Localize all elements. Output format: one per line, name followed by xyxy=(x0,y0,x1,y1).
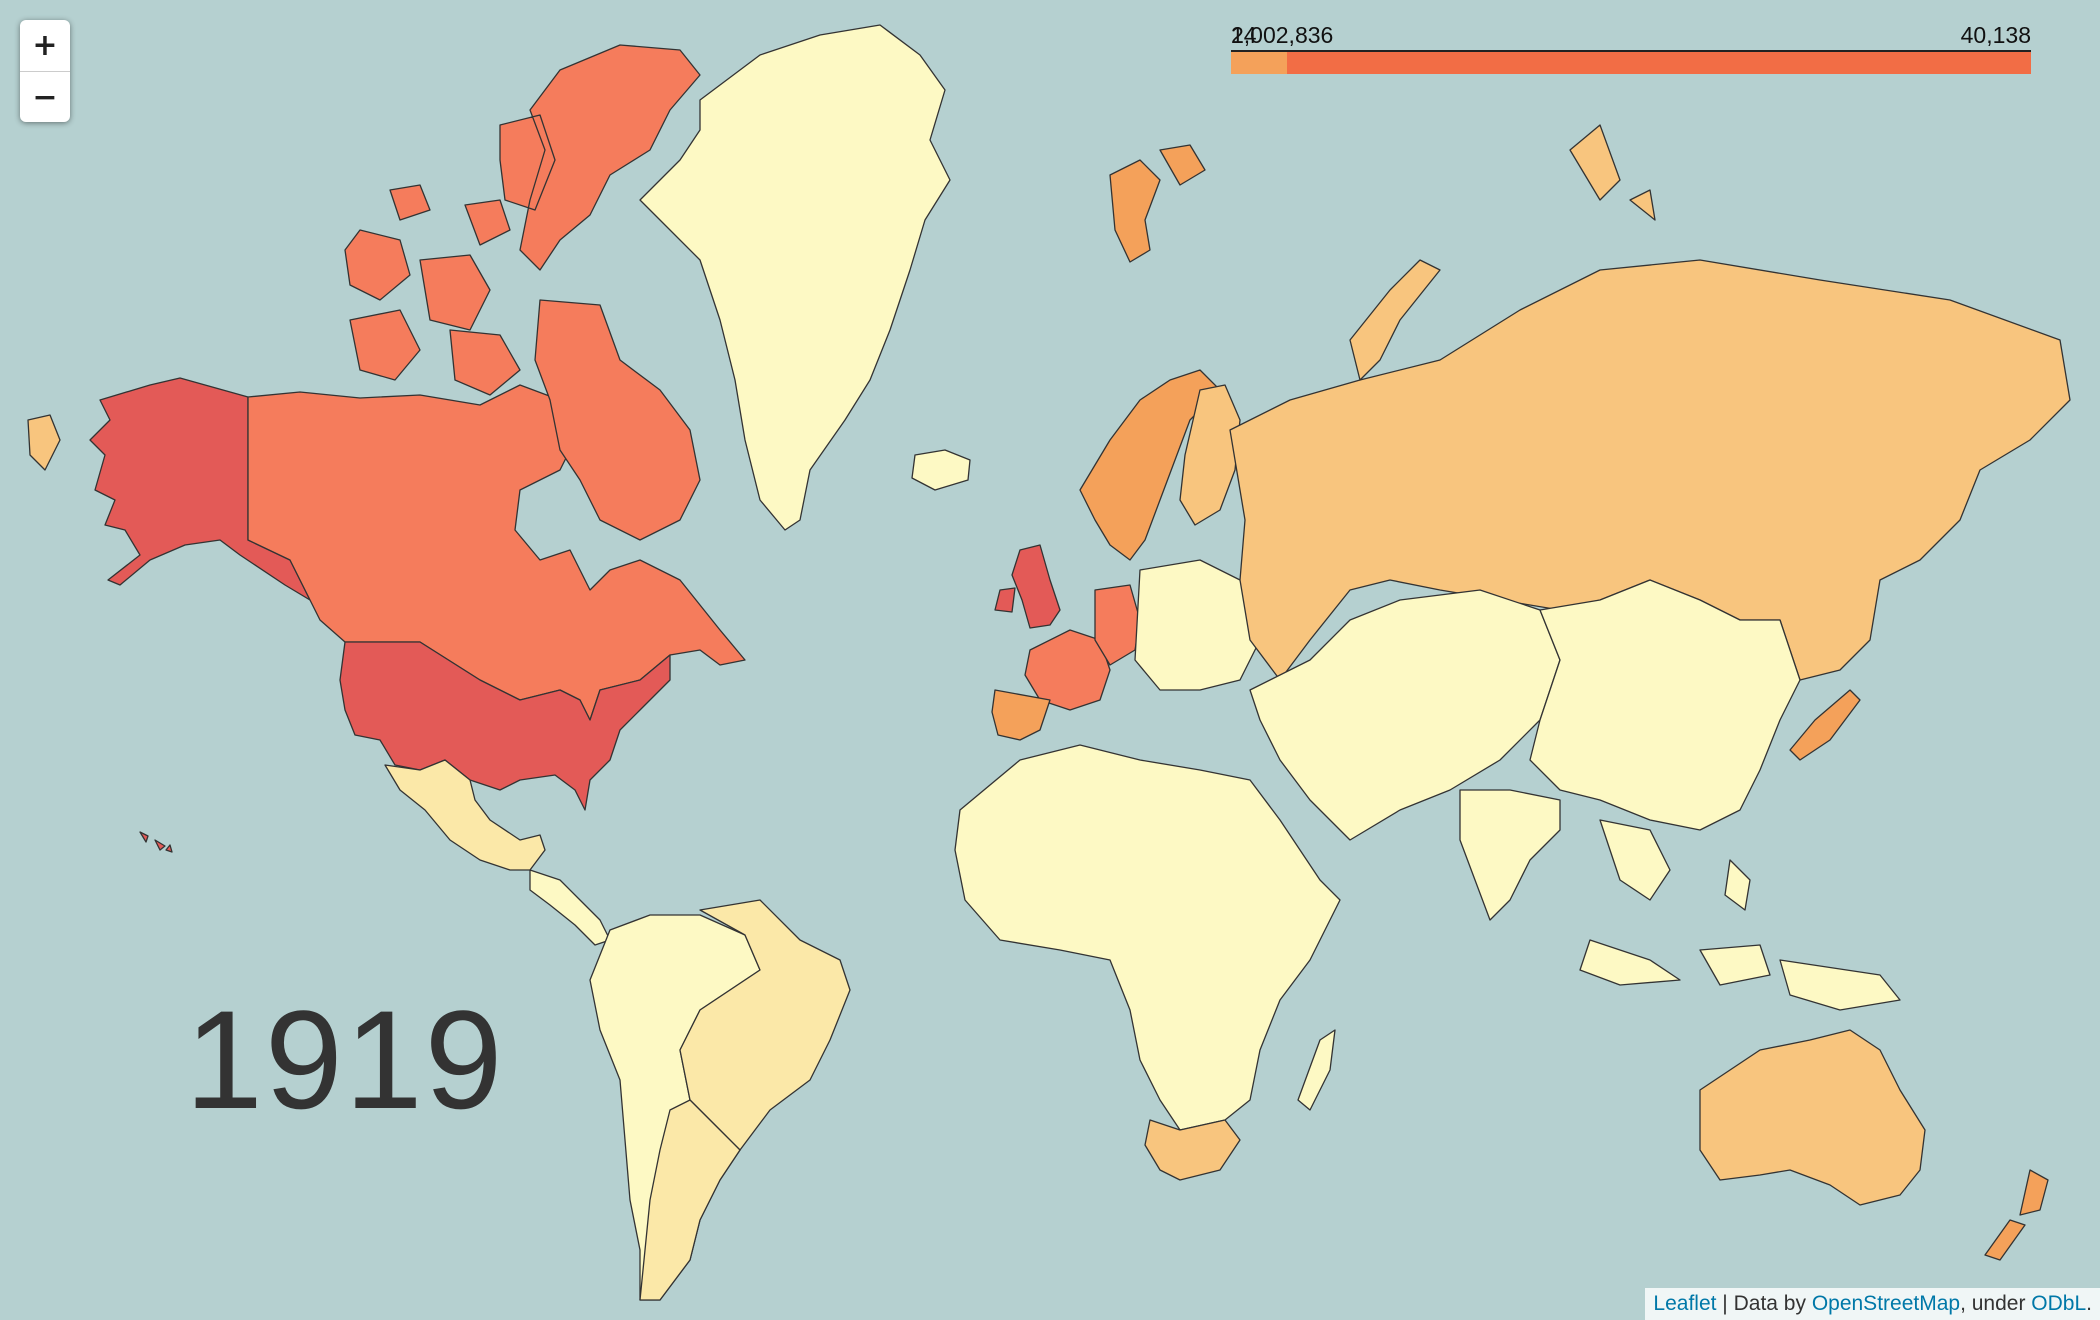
leaflet-link[interactable]: Leaflet xyxy=(1653,1292,1717,1315)
region-australia[interactable] xyxy=(1699,1029,1926,1206)
region-middle-east-asia[interactable] xyxy=(1249,589,1561,841)
zoom-out-button[interactable]: − xyxy=(32,79,58,115)
attribution-end: . xyxy=(2086,1292,2092,1315)
legend-segment-low xyxy=(1231,52,1287,74)
year-label: 1919 xyxy=(185,981,505,1138)
zoom-in-button[interactable]: + xyxy=(20,20,70,72)
legend-labels: 24 1,002,836 40,138 xyxy=(1231,22,2031,48)
region-south-africa[interactable] xyxy=(1144,1119,1241,1181)
region-new-zealand[interactable] xyxy=(1984,1169,2049,1261)
region-usa[interactable] xyxy=(339,641,671,811)
region-argentina[interactable] xyxy=(639,1099,741,1301)
region-hawaii[interactable] xyxy=(139,831,173,853)
map-attribution: Leaflet | Data by OpenStreetMap, under O… xyxy=(1645,1288,2100,1320)
region-madagascar[interactable] xyxy=(1297,1029,1336,1111)
region-southeast-asia[interactable] xyxy=(1579,819,1901,1011)
legend-max-label: 40,138 xyxy=(1960,22,2031,48)
attribution-separator: | Data by xyxy=(1716,1292,1812,1315)
legend-segment-high xyxy=(1287,52,2031,74)
region-canada-arctic-islands[interactable] xyxy=(344,44,701,541)
region-mexico[interactable] xyxy=(384,759,546,871)
region-finland[interactable] xyxy=(1179,384,1241,526)
region-novaya-zemlya[interactable] xyxy=(1349,124,1656,381)
attribution-under: , under xyxy=(1960,1292,2032,1315)
legend-min-label-b: 1,002,836 xyxy=(1231,22,1334,48)
legend-min-label-a: 24 xyxy=(1231,22,1257,48)
region-greenland[interactable] xyxy=(639,24,951,531)
odbl-link[interactable]: ODbL xyxy=(2031,1292,2087,1315)
region-russia[interactable] xyxy=(1229,259,2071,681)
region-eastern-europe[interactable] xyxy=(1134,559,1261,691)
region-spain[interactable] xyxy=(991,689,1051,741)
region-france[interactable] xyxy=(1024,629,1111,711)
osm-link[interactable]: OpenStreetMap xyxy=(1811,1292,1961,1315)
region-africa[interactable] xyxy=(954,744,1341,1131)
region-chukotka-west[interactable] xyxy=(27,414,61,471)
region-china[interactable] xyxy=(1529,579,1801,831)
region-scandinavia[interactable] xyxy=(1079,369,1221,561)
region-india[interactable] xyxy=(1459,789,1561,921)
region-japan[interactable] xyxy=(1789,689,1861,761)
zoom-control: + − xyxy=(20,20,70,122)
region-iceland[interactable] xyxy=(911,449,971,491)
region-uk[interactable] xyxy=(994,544,1061,629)
color-legend: 24 1,002,836 40,138 xyxy=(1231,22,2031,74)
region-central-america[interactable] xyxy=(529,869,611,946)
legend-bar xyxy=(1231,50,2031,74)
region-svalbard[interactable] xyxy=(1109,144,1206,263)
